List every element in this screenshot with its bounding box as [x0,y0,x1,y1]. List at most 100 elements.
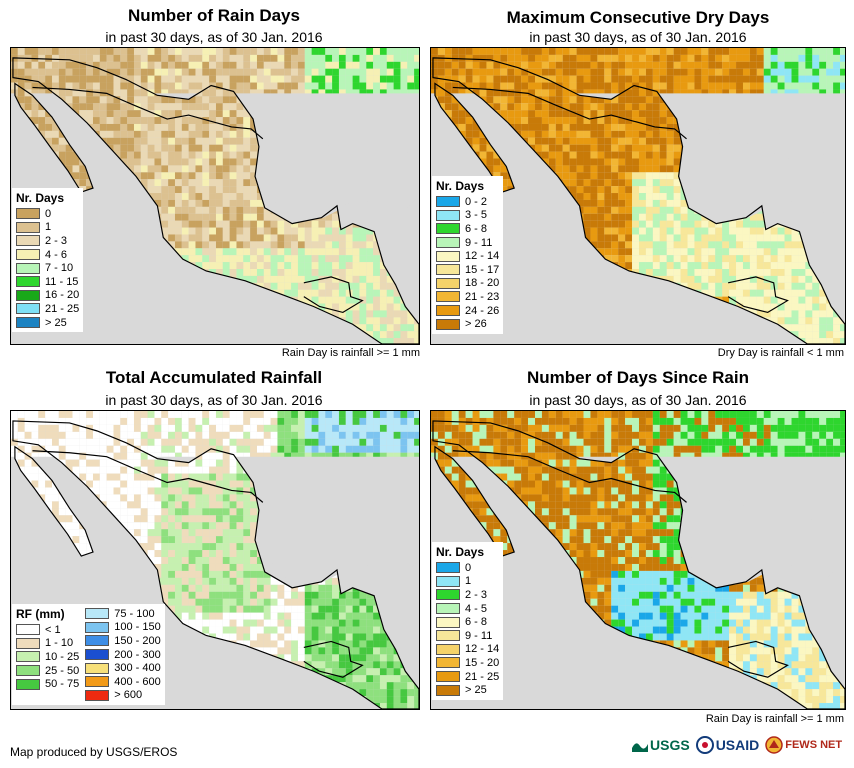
legend-swatch [85,621,110,633]
us-border [32,450,264,503]
legend-label: 200 - 300 [114,648,161,661]
mexico-outline [12,57,419,344]
legend-label: 300 - 400 [114,662,161,675]
guatemala-border [727,276,789,314]
legend-label: 4 - 5 [465,602,488,615]
legend-swatch [436,291,460,303]
legend-label: > 600 [114,689,143,702]
legend-item: 50 - 75 [16,677,79,691]
legend-swatch [85,649,110,661]
legend-item: 300 - 400 [85,661,161,675]
mexico-outline [432,57,845,344]
legend-label: > 25 [45,316,67,329]
us-border [452,450,687,503]
legend-item: 24 - 26 [436,304,499,318]
legend-item: 0 [16,207,79,221]
legend-item: 4 - 5 [436,602,499,616]
legend-swatch [85,635,110,647]
legend-title: Nr. Days [16,191,65,205]
gulf-of-mexico [260,492,419,584]
legend-label: 18 - 20 [465,277,500,290]
legend-item: 6 - 8 [436,222,499,236]
legend-label: 12 - 14 [465,643,500,656]
legend-label: 150 - 200 [114,634,161,647]
gulf-of-mexico [684,128,845,220]
legend-label: 21 - 25 [465,670,500,683]
guatemala-border [303,276,364,314]
legend-label: 11 - 15 [45,275,79,288]
legend-label: 0 [465,561,472,574]
legend-item: 16 - 20 [16,289,79,303]
legend-swatch [16,624,40,636]
legend-swatch [436,318,460,330]
legend-swatch [436,264,460,276]
panel-2-subtitle: in past 30 days, as of 30 Jan. 2016 [529,29,747,45]
legend-item: 12 - 14 [436,249,499,263]
legend-swatch [16,303,40,315]
legend-item: 0 - 2 [436,195,499,209]
legend-item: > 600 [85,689,160,703]
legend-label: 6 - 8 [465,616,488,629]
legend-item: 75 - 100 [85,607,160,621]
legend-item: 2 - 3 [436,588,499,602]
legend-item: 150 - 200 [85,634,161,648]
legend-item: 9 - 11 [436,629,499,643]
legend-title: Nr. Days [436,179,485,193]
legend-swatch [85,689,110,701]
legend-swatch [436,237,460,249]
legend-label: 100 - 150 [114,621,161,634]
legend-swatch [85,608,110,620]
panel-3-subtitle: in past 30 days, as of 30 Jan. 2016 [105,392,323,408]
legend-label: 12 - 14 [465,250,500,263]
panel-4-note: Rain Day is rainfall >= 1 mm [705,713,844,725]
panel-4-title: Number of Days Since Rain [526,368,749,387]
logo-strip: USGS USAID FEWS NET [632,736,842,754]
legend-item: 12 - 14 [436,643,499,657]
legend-label: 10 - 25 [45,650,80,663]
legend-label: 1 [45,221,52,234]
legend-swatch [85,662,110,674]
usgs-logo: USGS [632,737,690,753]
guatemala-border [303,640,364,678]
legend-item: 11 - 15 [16,275,79,289]
legend-swatch [436,643,460,655]
baja-outline [14,445,94,557]
legend-label: 1 - 10 [45,637,74,650]
legend-item: 0 [436,561,499,575]
legend-swatch [16,637,40,649]
legend-swatch [436,250,460,262]
legend-label: 15 - 17 [465,263,500,276]
mexico-outline [12,420,419,709]
legend-item: 25 - 50 [16,664,79,678]
legend-swatch [16,235,40,247]
legend-label: 15 - 20 [465,656,500,669]
gulf-of-mexico [684,492,845,584]
legend-item: 18 - 20 [436,277,499,291]
days-since-rain-map [430,410,846,710]
legend-swatch [436,657,460,669]
legend-label: > 25 [465,684,487,697]
legend-swatch [16,651,40,663]
legend-item: 7 - 10 [16,261,79,275]
legend-label: 2 - 3 [45,234,68,247]
legend-item: > 25 [16,316,79,330]
legend-label: 9 - 11 [465,629,493,642]
legend-item: 200 - 300 [85,648,161,662]
legend-label: 2 - 3 [465,588,488,601]
fewsnet-logo: FEWS NET [765,736,842,754]
legend-label: 9 - 11 [465,236,493,249]
legend-swatch [436,630,460,642]
legend-label: 7 - 10 [45,262,74,275]
legend-label: 400 - 600 [114,675,161,688]
legend-label: 75 - 100 [114,607,155,620]
legend-label: 21 - 23 [465,290,500,303]
legend-item: > 26 [436,317,499,331]
legend-item: 100 - 150 [85,621,161,635]
legend-item: < 1 [16,623,79,637]
gulf-of-mexico [260,128,419,220]
legend-swatch [436,575,460,587]
